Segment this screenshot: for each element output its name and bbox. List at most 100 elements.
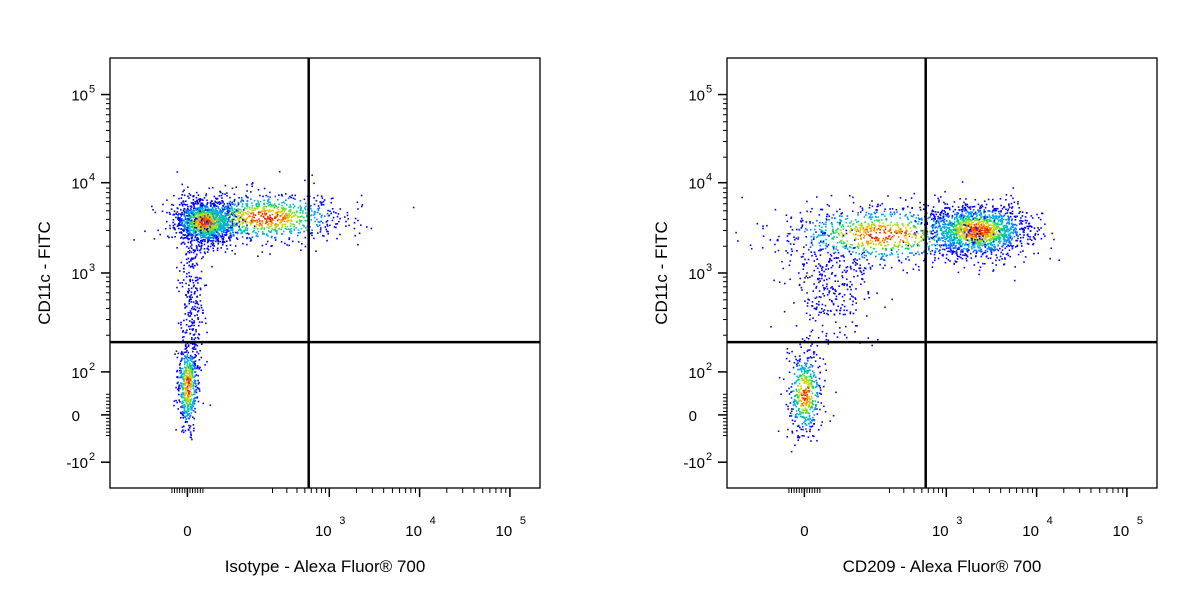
event-dot xyxy=(972,244,974,246)
event-dot xyxy=(327,230,329,233)
event-dot xyxy=(982,242,984,245)
event-dot xyxy=(208,222,211,224)
event-dot xyxy=(219,216,222,219)
event-dot xyxy=(321,214,323,217)
event-dot xyxy=(986,233,989,236)
event-dot xyxy=(941,234,944,236)
event-dot xyxy=(978,232,980,235)
event-dot xyxy=(266,202,269,205)
event-dot xyxy=(191,236,193,239)
event-dot xyxy=(302,212,304,214)
event-dot xyxy=(284,227,287,230)
event-dot xyxy=(200,237,202,239)
event-dot xyxy=(304,179,306,182)
event-dot xyxy=(213,245,216,247)
event-dot xyxy=(255,208,257,210)
event-dot xyxy=(210,214,212,217)
event-dot xyxy=(311,210,313,212)
event-dot xyxy=(217,223,220,226)
event-dot xyxy=(939,225,941,228)
event-dot xyxy=(188,238,190,240)
event-dot xyxy=(1006,252,1009,255)
event-dot xyxy=(863,231,865,233)
event-dot xyxy=(975,225,977,228)
event-dot xyxy=(192,362,195,365)
event-dot xyxy=(270,230,273,232)
event-dot xyxy=(300,206,303,209)
event-dot xyxy=(942,240,944,242)
event-dot xyxy=(178,218,181,220)
event-dot xyxy=(309,226,311,228)
event-dot xyxy=(990,220,992,222)
event-dot xyxy=(178,389,180,392)
event-dot xyxy=(220,247,222,249)
event-dot xyxy=(313,182,315,185)
event-dot xyxy=(234,211,236,213)
event-dot xyxy=(183,360,186,362)
event-dot xyxy=(948,250,951,253)
event-dot xyxy=(955,261,958,263)
event-dot xyxy=(290,210,292,212)
event-dot xyxy=(206,209,209,211)
event-dot xyxy=(987,198,990,201)
event-dot xyxy=(204,317,207,320)
event-dot xyxy=(224,227,226,229)
event-dot xyxy=(965,229,968,231)
event-dot xyxy=(172,219,175,221)
event-dot xyxy=(200,213,203,216)
event-dot xyxy=(319,231,322,233)
event-dot xyxy=(959,215,961,217)
event-dot xyxy=(983,224,985,226)
event-dot xyxy=(231,226,233,229)
event-dot xyxy=(193,232,196,234)
event-dot xyxy=(974,225,976,227)
event-dot xyxy=(1022,236,1025,239)
event-dot xyxy=(263,226,266,229)
event-dot xyxy=(276,211,279,213)
event-dot xyxy=(289,211,291,213)
event-dot xyxy=(264,210,266,213)
event-dot xyxy=(993,225,996,227)
event-dot xyxy=(959,218,962,221)
event-dot xyxy=(216,239,219,242)
event-dot xyxy=(215,208,217,210)
event-dot xyxy=(1001,217,1003,220)
event-dot xyxy=(810,239,813,241)
event-dot xyxy=(192,209,195,211)
event-dot xyxy=(201,217,204,219)
event-dot xyxy=(183,407,186,410)
event-dot xyxy=(225,214,228,216)
event-dot xyxy=(846,248,849,250)
event-dot xyxy=(955,252,957,255)
event-dot xyxy=(172,226,175,229)
event-dot xyxy=(192,402,194,405)
event-dot xyxy=(856,263,858,265)
event-dot xyxy=(219,234,221,237)
event-dot xyxy=(915,237,917,239)
event-dot xyxy=(251,183,253,185)
event-dot xyxy=(293,225,295,228)
event-dot xyxy=(183,271,185,273)
event-dot xyxy=(301,215,303,218)
event-dot xyxy=(198,225,201,227)
event-dot xyxy=(200,222,202,225)
event-dot xyxy=(187,409,190,411)
event-dot xyxy=(180,416,182,419)
event-dot xyxy=(263,199,265,202)
event-dot xyxy=(937,197,939,200)
event-dot xyxy=(934,218,936,221)
event-dot xyxy=(936,229,938,232)
event-dot xyxy=(241,199,244,202)
event-dot xyxy=(188,234,190,237)
event-dot xyxy=(994,247,996,249)
event-dot xyxy=(1026,212,1028,214)
event-dot xyxy=(277,211,280,213)
event-dot xyxy=(272,219,274,222)
event-dot xyxy=(250,222,253,225)
event-dot xyxy=(1011,212,1014,215)
y-tick-label: 0 xyxy=(72,408,80,425)
event-dot xyxy=(207,220,210,222)
event-dot xyxy=(971,230,973,233)
event-dot xyxy=(992,217,995,219)
event-dot xyxy=(1017,203,1019,205)
